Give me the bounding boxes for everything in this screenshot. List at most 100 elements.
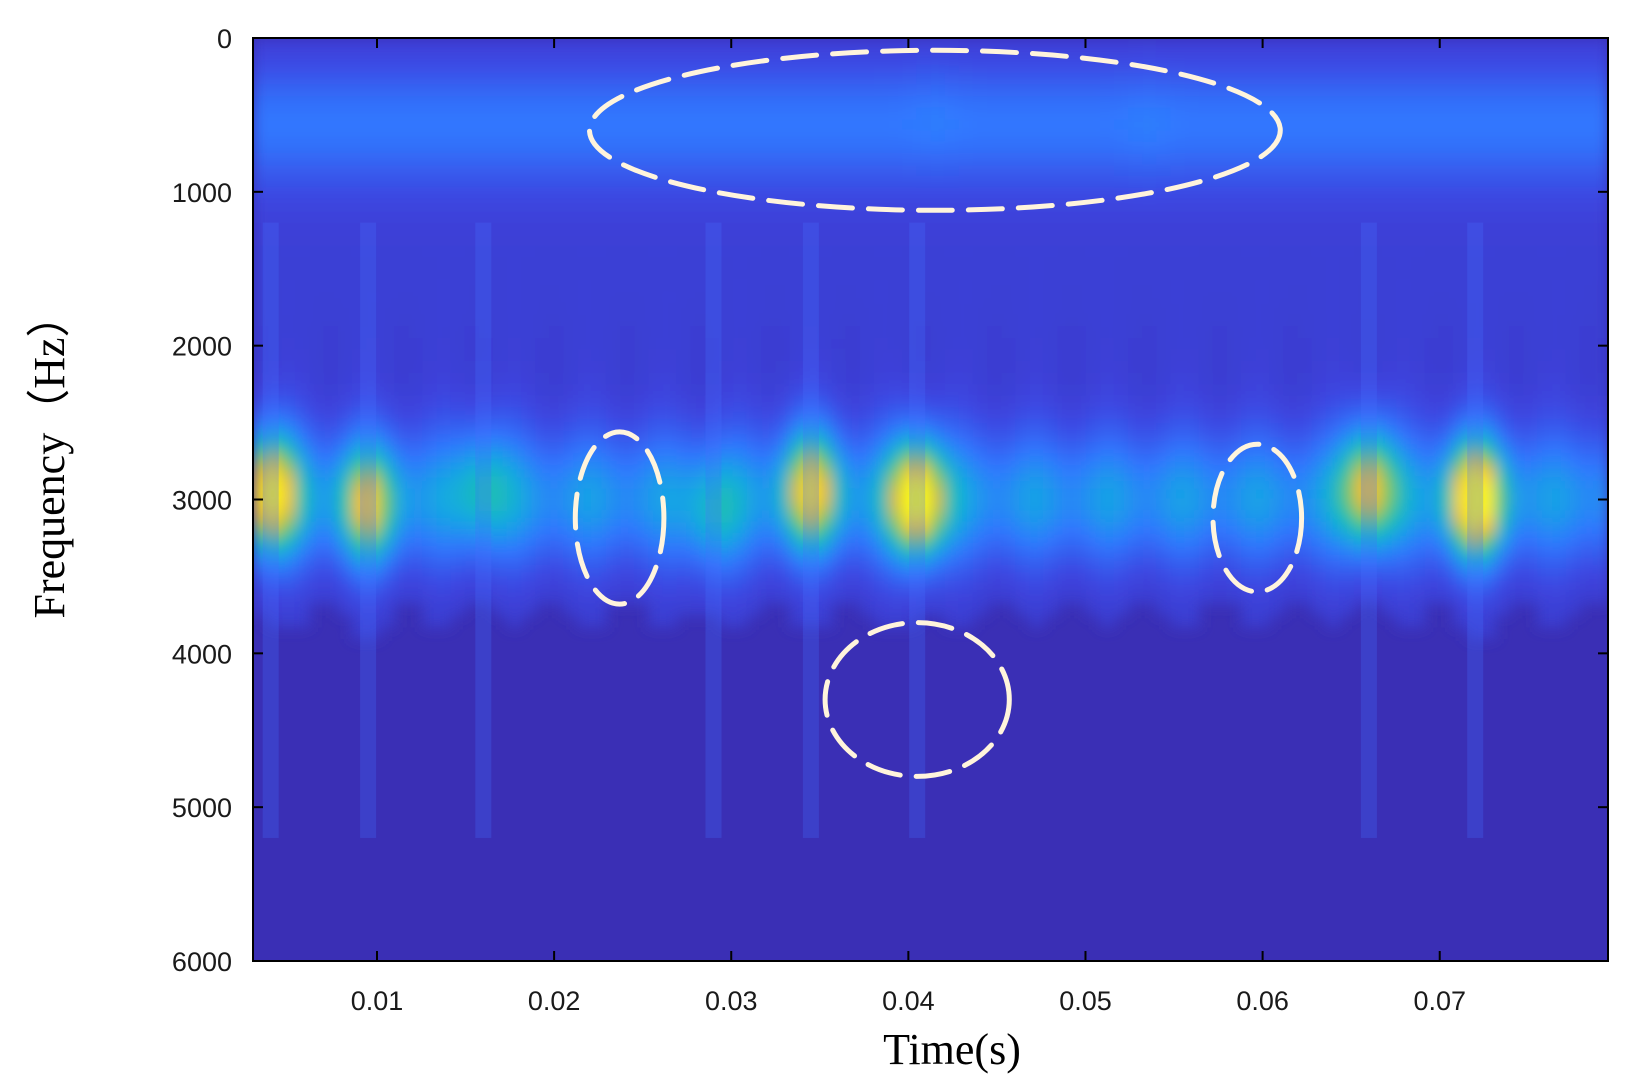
heat-cell <box>1509 84 1525 97</box>
heat-cell <box>1212 107 1228 120</box>
heat-cell <box>1353 349 1369 362</box>
heat-cell <box>1368 118 1384 132</box>
heat-cell <box>380 557 396 570</box>
heat-cell <box>1353 153 1369 166</box>
heat-cell <box>662 107 678 120</box>
heat-cell <box>337 418 353 432</box>
heat-cell <box>351 107 367 120</box>
heat-cell <box>1396 464 1412 478</box>
heat-cell <box>789 38 805 51</box>
heat-cell <box>309 303 325 316</box>
heat-cell <box>351 361 367 374</box>
heat-cell <box>1269 199 1285 212</box>
heat-cell <box>1114 84 1130 97</box>
heat-cell <box>1099 141 1115 155</box>
heat-cell <box>732 580 748 593</box>
heat-cell <box>1255 453 1271 466</box>
heat-cell <box>1283 118 1299 132</box>
heat-cell <box>1537 176 1553 189</box>
heat-cell <box>577 326 593 339</box>
heat-cell <box>1410 545 1426 559</box>
heat-cell <box>1212 257 1228 270</box>
heat-cell <box>874 95 890 109</box>
heat-cell <box>1128 199 1144 212</box>
heat-cell <box>916 38 932 51</box>
heat-cell <box>267 245 283 259</box>
heat-cell <box>267 522 283 536</box>
heat-cell <box>845 326 861 339</box>
heat-cell <box>803 418 819 432</box>
heat-cell <box>549 72 565 86</box>
heat-cell <box>1509 349 1525 362</box>
heat-cell <box>676 38 692 51</box>
heat-cell <box>845 107 861 120</box>
heat-cell <box>648 141 664 155</box>
heat-cell <box>1156 545 1172 559</box>
heat-cell <box>577 199 593 212</box>
heat-cell <box>1495 61 1511 74</box>
heat-cell <box>1579 338 1595 351</box>
heat-cell <box>1466 257 1482 270</box>
heat-cell <box>563 141 579 155</box>
heat-cell <box>1509 118 1525 132</box>
heat-cell <box>337 534 353 547</box>
heat-cell <box>563 130 579 143</box>
heat-cell <box>295 430 311 443</box>
heat-cell <box>676 441 692 455</box>
heat-cell <box>351 234 367 247</box>
heat-cell <box>1382 534 1398 547</box>
heat-cell <box>380 95 396 109</box>
heat-cell <box>1537 614 1553 628</box>
heat-cell <box>1114 603 1130 616</box>
heat-cell <box>1255 407 1271 420</box>
heat-cell <box>1495 164 1511 178</box>
heat-cell <box>1099 614 1115 628</box>
heat-cell <box>987 407 1003 420</box>
heat-cell <box>874 303 890 316</box>
heat-cell <box>422 384 438 397</box>
heat-cell <box>874 453 890 466</box>
heat-cell <box>1509 580 1525 593</box>
heat-cell <box>1396 418 1412 432</box>
heat-cell <box>591 430 607 443</box>
heat-cell <box>902 372 918 386</box>
heat-cell <box>281 164 297 178</box>
heat-cell <box>365 326 381 339</box>
heat-cell <box>803 338 819 351</box>
heat-cell <box>817 591 833 605</box>
heat-cell <box>1029 614 1045 628</box>
heat-cell <box>1551 326 1567 339</box>
heat-cell <box>492 61 508 74</box>
heat-cell <box>831 326 847 339</box>
heat-cell <box>1523 557 1539 570</box>
heat-cell <box>972 591 988 605</box>
heat-cell <box>394 499 410 512</box>
heat-cell <box>690 222 706 236</box>
heat-cell <box>450 476 466 489</box>
heat-cell <box>422 580 438 593</box>
heat-cell <box>1551 384 1567 397</box>
heat-cell <box>1565 291 1581 305</box>
heat-cell <box>464 499 480 512</box>
heat-cell <box>295 153 311 166</box>
heat-cell <box>295 349 311 362</box>
heat-cell <box>662 464 678 478</box>
heat-cell <box>732 84 748 97</box>
heat-cell <box>1156 453 1172 466</box>
heat-cell <box>1085 291 1101 305</box>
heat-cell <box>620 488 636 501</box>
heat-cell <box>916 257 932 270</box>
heat-cell <box>845 580 861 593</box>
heat-cell <box>1297 418 1313 432</box>
heat-cell <box>1495 384 1511 397</box>
heat-cell <box>1241 476 1257 489</box>
heat-cell <box>972 118 988 132</box>
heat-cell <box>605 118 621 132</box>
heat-cell <box>521 522 537 536</box>
heat-cell <box>1410 268 1426 282</box>
heat-cell <box>351 338 367 351</box>
heat-cell <box>1339 314 1355 328</box>
heat-cell <box>1565 418 1581 432</box>
heat-cell <box>1015 384 1031 397</box>
heat-cell <box>464 384 480 397</box>
